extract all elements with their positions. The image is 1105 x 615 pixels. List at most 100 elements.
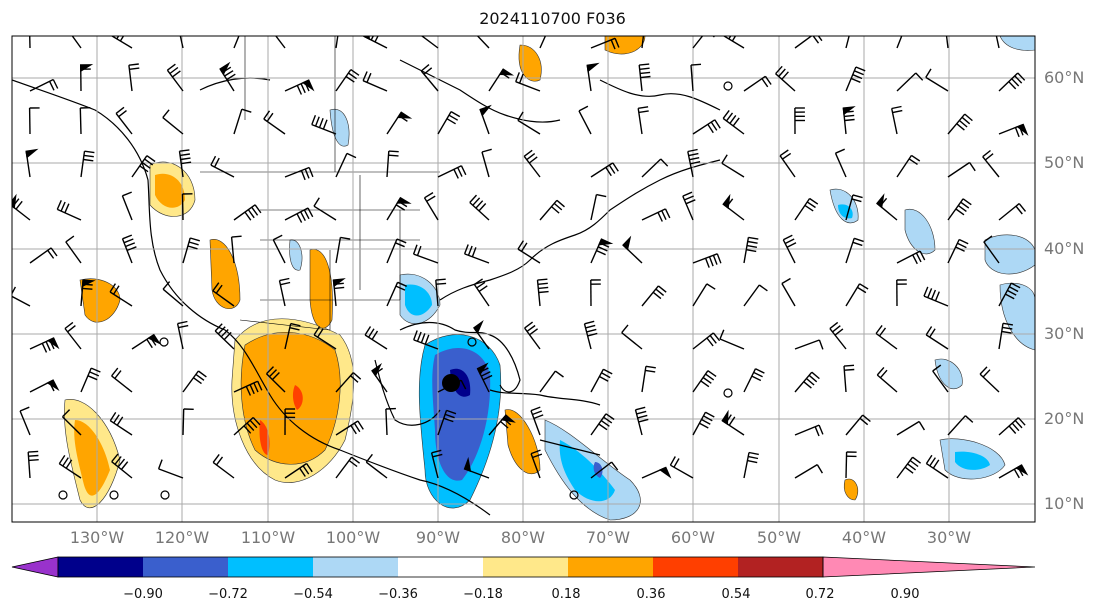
wind-barb xyxy=(176,320,189,350)
wind-barb xyxy=(62,409,82,436)
lon-label-70w: 70°W xyxy=(585,528,631,547)
wind-barb xyxy=(925,68,949,92)
wind-barb xyxy=(109,412,133,436)
wind-barb xyxy=(641,158,669,178)
wind-barb xyxy=(743,451,759,479)
wind-barb xyxy=(945,36,949,49)
wind-barb xyxy=(386,111,413,135)
wind-barb xyxy=(79,107,91,135)
wind-barb xyxy=(845,237,864,264)
wind-barb xyxy=(515,72,541,92)
wind-barb xyxy=(539,370,564,393)
wind-barb xyxy=(473,278,490,307)
wind-barb xyxy=(335,152,357,178)
wind-barb xyxy=(182,237,200,264)
wind-barb xyxy=(641,285,667,307)
wind-barb xyxy=(481,148,492,178)
wind-barb xyxy=(524,321,541,350)
wind-barb xyxy=(79,64,94,92)
wind-barb xyxy=(517,111,541,135)
wind-barb xyxy=(233,204,262,221)
wind-barb xyxy=(536,278,549,307)
wind-barb xyxy=(932,364,949,393)
wind-barb xyxy=(64,321,82,350)
colorbar-segment xyxy=(653,557,738,577)
wind-barb xyxy=(80,150,95,178)
wind-barb xyxy=(80,279,96,307)
colorbar xyxy=(11,556,1036,578)
wind-barb xyxy=(473,319,490,350)
wind-barb xyxy=(56,200,82,221)
wind-barb xyxy=(896,420,925,436)
calm-wind-markers xyxy=(58,81,733,500)
wind-barb xyxy=(109,283,133,307)
wind-barb xyxy=(896,36,903,49)
colorbar-min-extend xyxy=(11,556,59,578)
storm-center-marker xyxy=(442,374,460,392)
wind-barb xyxy=(947,238,969,264)
wind-barb xyxy=(998,322,1014,350)
wind-barb xyxy=(979,366,1000,393)
wind-barb xyxy=(214,323,235,350)
colorbar-tick-label: −0.18 xyxy=(463,587,503,602)
wind-barb xyxy=(692,119,721,135)
wind-barb xyxy=(311,115,337,135)
wind-barb xyxy=(539,199,565,221)
wind-barb xyxy=(166,63,184,92)
wind-barb xyxy=(721,154,745,178)
lon-label-40w: 40°W xyxy=(841,528,887,547)
wind-barb xyxy=(437,165,467,179)
wind-barb xyxy=(423,192,439,221)
wind-barb xyxy=(284,166,314,181)
wind-barb xyxy=(362,36,388,49)
wind-barb xyxy=(590,193,607,221)
colorbar-tick-label: 0.90 xyxy=(890,587,920,602)
wind-barb xyxy=(128,63,140,92)
colorbar-segment xyxy=(313,557,398,577)
wind-barb xyxy=(590,279,601,307)
wind-barb xyxy=(233,380,263,396)
wind-barb xyxy=(530,406,544,436)
wind-barb xyxy=(719,329,745,350)
wind-barb xyxy=(335,36,339,49)
colorbar-segment xyxy=(143,557,228,577)
wind-barb xyxy=(687,148,701,178)
wind-barb xyxy=(998,123,1029,138)
wind-barb xyxy=(876,193,898,221)
wind-barb xyxy=(476,36,490,49)
wind-barb xyxy=(178,149,192,178)
wind-barb xyxy=(621,324,643,350)
wind-barb xyxy=(845,283,869,307)
wind-barb xyxy=(437,110,461,135)
wind-barb xyxy=(845,451,857,479)
wind-barb xyxy=(590,413,615,436)
wind-barb xyxy=(412,244,439,264)
wind-barb xyxy=(775,65,796,92)
wind-barb xyxy=(634,406,649,436)
coastlines xyxy=(12,59,721,516)
wind-barb xyxy=(335,456,361,479)
wind-barb xyxy=(641,466,672,479)
wind-barb xyxy=(721,409,745,436)
wind-barb xyxy=(622,235,643,264)
wind-barb xyxy=(386,238,407,264)
colorbar-segment xyxy=(58,557,143,577)
wind-barb xyxy=(115,106,133,135)
lon-label-30w: 30°W xyxy=(926,528,972,547)
colorbar-tick-label: −0.54 xyxy=(293,587,333,602)
colorbar-max-extend xyxy=(822,556,1036,578)
wind-barb xyxy=(386,150,399,178)
wind-barb xyxy=(692,370,717,393)
wind-barb xyxy=(265,366,286,393)
wind-barb xyxy=(332,278,346,307)
wind-barb xyxy=(834,148,847,178)
wind-barb xyxy=(219,61,236,92)
wind-barb xyxy=(845,194,863,221)
wind-barb xyxy=(29,36,31,49)
wind-barb xyxy=(488,414,516,436)
lon-label-110w: 110°W xyxy=(240,528,296,547)
colorbar-segment xyxy=(228,557,313,577)
wind-barb xyxy=(794,339,824,350)
colorbar-tick-label: 0.36 xyxy=(636,587,666,602)
